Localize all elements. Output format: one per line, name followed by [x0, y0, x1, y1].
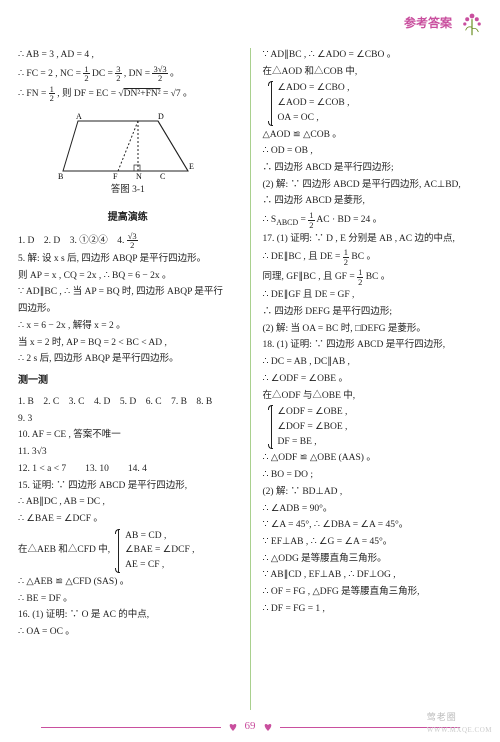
- header-title: 参考答案: [404, 14, 452, 33]
- text-line: 11. 3√3: [18, 445, 238, 460]
- text-line: 9. 3: [18, 412, 238, 427]
- text-line: ∴ 2 s 后, 四边形 ABQP 是平行四边形。: [18, 352, 238, 367]
- brace-group: ∠ODF = ∠OBE , ∠DOF = ∠BOE , DF = BE ,: [271, 405, 483, 449]
- text-line: ∴ SABCD = 12 AC · BD = 24 。: [263, 211, 483, 229]
- label-B: B: [58, 172, 63, 181]
- footer: 69: [0, 718, 500, 736]
- text-line: ∴ AB = 3 , AD = 4 ,: [18, 48, 238, 63]
- heart-icon: [262, 721, 274, 733]
- right-column: ∵ AD∥BC , ∴ ∠ADO = ∠CBO 。 在△AOD 和△COB 中,…: [263, 48, 483, 710]
- text-line: ∴ DF = FG = 1 ,: [263, 602, 483, 617]
- text-line: (2) 解: 当 OA = BC 时, □DEFG 是菱形。: [263, 322, 483, 337]
- label-F: F: [113, 172, 118, 181]
- column-divider: [250, 48, 251, 710]
- footer-line-left: [41, 727, 221, 728]
- text-line: ∴ BO = DO ;: [263, 468, 483, 483]
- page-number: 69: [245, 718, 256, 736]
- text-line: ∴ 四边形 ABCD 是平行四边形;: [263, 161, 483, 176]
- text-line: 10. AF = CE , 答案不唯一: [18, 428, 238, 443]
- text-line: ∴ OD = OB ,: [263, 144, 483, 159]
- left-column: ∴ AB = 3 , AD = 4 , ∴ FC = 2 , NC = 12 D…: [18, 48, 238, 710]
- text-line: 四边形。: [18, 302, 238, 317]
- figure-caption: 答图 3-1: [111, 183, 145, 198]
- header: 参考答案: [404, 8, 488, 40]
- text-line: ∴ DE∥GF 且 DE = GF ,: [263, 288, 483, 303]
- section-title: 提高演练: [18, 210, 238, 226]
- text-line: 5. 解: 设 x s 后, 四边形 ABQP 是平行四边形。: [18, 252, 238, 267]
- text-line: ∴ BE = DF 。: [18, 592, 238, 607]
- text-line: ∴ △AEB ≌ △CFD (SAS) 。: [18, 575, 238, 590]
- text-line: 当 x = 2 时, AP = BQ = 2 < BC < AD ,: [18, 336, 238, 351]
- text-line: (2) 解: ∵ BD⊥AD ,: [263, 485, 483, 500]
- text-line: 1. B 2. C 3. C 4. D 5. D 6. C 7. B 8. B: [18, 395, 238, 410]
- text-line: ∴ OA = OC 。: [18, 625, 238, 640]
- text-line: 在△AEB 和△CFD 中, AB = CD , ∠BAE = ∠DCF , A…: [18, 529, 238, 573]
- text-line: 在△AOD 和△COB 中,: [263, 65, 483, 80]
- text-line: ∴ DE∥BC , 且 DE = 12 BC 。: [263, 248, 483, 266]
- text-line: ∴ AB∥DC , AB = DC ,: [18, 495, 238, 510]
- watermark: 莺老圈 WWW.MXQE.COM: [427, 710, 492, 736]
- label-N: N: [136, 172, 142, 181]
- text-line: △AOD ≌ △COB 。: [263, 128, 483, 143]
- text-line: ∴ FC = 2 , NC = 12 DC = 32 , DN = 3√32 。: [18, 65, 238, 83]
- text-line: ∴ △ODF ≌ △OBE (AAS) 。: [263, 451, 483, 466]
- text-line: ∴ OF = FG , △DFG 是等腰直角三角形,: [263, 585, 483, 600]
- text-line: 在△ODF 与△OBE 中,: [263, 389, 483, 404]
- text-line: 同理, GF∥BC , 且 GF = 12 BC 。: [263, 268, 483, 286]
- text-line: ∴ △ODG 是等腰直角三角形。: [263, 552, 483, 567]
- text-line: ∴ DC = AB , DC∥AB ,: [263, 355, 483, 370]
- text-line: ∴ FN = 12 , 则 DF = EC = √DN²+FN² = √7 。: [18, 85, 238, 103]
- text-line: ∵ ∠A = 45°, ∴ ∠DBA = ∠A = 45°。: [263, 518, 483, 533]
- text-line: ∵ AB∥CD , EF⊥AB , ∴ DF⊥OG ,: [263, 568, 483, 583]
- text-line: 17. (1) 证明: ∵ D , E 分别是 AB , AC 边的中点,: [263, 232, 483, 247]
- text-line: ∵ EF⊥AB , ∴ ∠G = ∠A = 45°。: [263, 535, 483, 550]
- label-A: A: [76, 112, 82, 121]
- text-line: ∴ ∠ADB = 90°。: [263, 502, 483, 517]
- text-line: ∴ 四边形 DEFG 是平行四边形;: [263, 305, 483, 320]
- figure-3-1: A D E B F N C 答图 3-1: [18, 111, 238, 198]
- text-line: 12. 1 < a < 7 13. 10 14. 4: [18, 462, 238, 477]
- content-area: ∴ AB = 3 , AD = 4 , ∴ FC = 2 , NC = 12 D…: [18, 48, 482, 710]
- section-title: 测一测: [18, 373, 238, 389]
- text-line: 18. (1) 证明: ∵ 四边形 ABCD 是平行四边形,: [263, 338, 483, 353]
- text-line: 16. (1) 证明: ∵ O 是 AC 的中点,: [18, 608, 238, 623]
- text-line: 则 AP = x , CQ = 2x , ∴ BQ = 6 − 2x 。: [18, 269, 238, 284]
- text-line: ∵ AD∥BC , ∴ ∠ADO = ∠CBO 。: [263, 48, 483, 63]
- label-C: C: [160, 172, 165, 181]
- label-D: D: [158, 112, 164, 121]
- text-line: (2) 解: ∵ 四边形 ABCD 是平行四边形, AC⊥BD,: [263, 178, 483, 193]
- heart-icon: [227, 721, 239, 733]
- text-line: ∴ x = 6 − 2x , 解得 x = 2 。: [18, 319, 238, 334]
- brace-group: AB = CD , ∠BAE = ∠DCF , AE = CF ,: [118, 529, 194, 573]
- brace-group: ∠ADO = ∠CBO , ∠AOD = ∠COB , OA = OC ,: [271, 81, 483, 125]
- text-line: ∴ 四边形 ABCD 是菱形,: [263, 194, 483, 209]
- text-line: 15. 证明: ∵ 四边形 ABCD 是平行四边形,: [18, 479, 238, 494]
- text-line: 1. D 2. D 3. ①②④ 4. √32: [18, 232, 238, 250]
- flower-icon: [456, 8, 488, 40]
- text-line: ∵ AD∥BC , ∴ 当 AP = BQ 时, 四边形 ABQP 是平行: [18, 285, 238, 300]
- label-E: E: [189, 162, 194, 171]
- text-line: ∴ ∠ODF = ∠OBE 。: [263, 372, 483, 387]
- text-line: ∴ ∠BAE = ∠DCF 。: [18, 512, 238, 527]
